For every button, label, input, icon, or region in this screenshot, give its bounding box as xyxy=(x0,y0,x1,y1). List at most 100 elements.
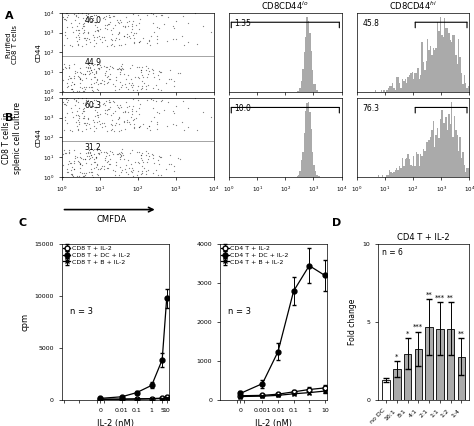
Point xyxy=(77,155,84,162)
Point xyxy=(139,158,147,165)
Point xyxy=(75,119,82,126)
Bar xyxy=(312,70,313,92)
Bar xyxy=(436,135,437,177)
Point xyxy=(73,123,81,130)
Point xyxy=(80,112,87,119)
Point xyxy=(81,108,88,115)
Point xyxy=(149,155,157,162)
Bar xyxy=(417,68,419,92)
Bar xyxy=(298,91,300,92)
Bar xyxy=(421,156,423,177)
Point xyxy=(126,79,133,86)
Point xyxy=(61,101,68,107)
Point xyxy=(147,32,155,39)
Point xyxy=(105,151,113,158)
Bar xyxy=(304,133,305,177)
Point xyxy=(130,38,137,45)
Point xyxy=(85,120,93,127)
Bar xyxy=(309,112,310,177)
Point xyxy=(87,152,94,158)
Bar xyxy=(300,171,301,177)
Point xyxy=(169,23,177,29)
Point xyxy=(123,104,131,110)
Point xyxy=(128,110,136,117)
Point xyxy=(73,69,81,75)
Point xyxy=(117,102,124,109)
Point xyxy=(79,25,86,32)
Point xyxy=(63,9,71,16)
Text: ***: *** xyxy=(435,294,445,300)
Point xyxy=(147,10,155,17)
Bar xyxy=(389,170,391,177)
Point xyxy=(118,83,125,90)
Point xyxy=(146,153,153,160)
Point xyxy=(113,151,120,158)
Point xyxy=(115,20,123,26)
Point xyxy=(108,126,116,132)
Point xyxy=(71,158,78,164)
Point xyxy=(179,12,187,19)
Point xyxy=(78,76,86,83)
Point xyxy=(81,171,88,178)
Point xyxy=(84,29,92,36)
Point xyxy=(110,42,118,49)
Point xyxy=(144,11,151,18)
Point xyxy=(86,155,93,162)
Text: B: B xyxy=(5,113,13,123)
Point xyxy=(137,66,145,73)
Point xyxy=(80,120,88,127)
Point xyxy=(98,124,106,130)
Bar xyxy=(466,168,468,177)
Point xyxy=(128,114,135,121)
Text: n = 3: n = 3 xyxy=(70,308,93,317)
Point xyxy=(199,108,207,115)
Point xyxy=(120,155,128,162)
Bar xyxy=(309,33,310,92)
Point xyxy=(130,124,137,130)
Point xyxy=(62,32,69,38)
Point xyxy=(92,12,100,18)
Bar xyxy=(402,158,403,177)
Point xyxy=(79,110,86,117)
Bar xyxy=(455,130,456,177)
Point xyxy=(80,106,87,112)
Point xyxy=(184,39,191,46)
Point xyxy=(112,159,119,166)
Point xyxy=(93,61,100,68)
Point xyxy=(78,127,86,134)
Point xyxy=(71,69,78,76)
Point xyxy=(103,165,110,172)
Bar xyxy=(316,175,318,177)
Bar xyxy=(443,123,444,177)
Bar xyxy=(448,33,449,92)
Bar xyxy=(310,129,312,177)
Bar xyxy=(466,88,468,92)
Point xyxy=(128,79,136,86)
Point xyxy=(118,169,125,176)
Point xyxy=(128,75,135,82)
Point xyxy=(129,117,137,124)
Point xyxy=(84,115,92,122)
Point xyxy=(76,161,84,167)
Point xyxy=(108,116,115,123)
Point xyxy=(173,17,180,24)
Point xyxy=(115,127,122,134)
Point xyxy=(124,72,132,78)
Point xyxy=(100,166,108,173)
Point xyxy=(85,35,93,42)
Point xyxy=(153,125,160,132)
Bar xyxy=(423,149,424,177)
Point xyxy=(102,149,110,155)
Point xyxy=(72,34,80,40)
Point xyxy=(79,156,87,163)
Point xyxy=(86,70,93,77)
Point xyxy=(76,76,83,83)
Point xyxy=(79,108,87,115)
Point xyxy=(130,120,138,127)
Point xyxy=(107,42,115,49)
Point xyxy=(142,83,149,89)
Point xyxy=(184,124,191,131)
Point xyxy=(97,165,104,172)
Point xyxy=(68,20,75,26)
Point xyxy=(184,20,192,26)
